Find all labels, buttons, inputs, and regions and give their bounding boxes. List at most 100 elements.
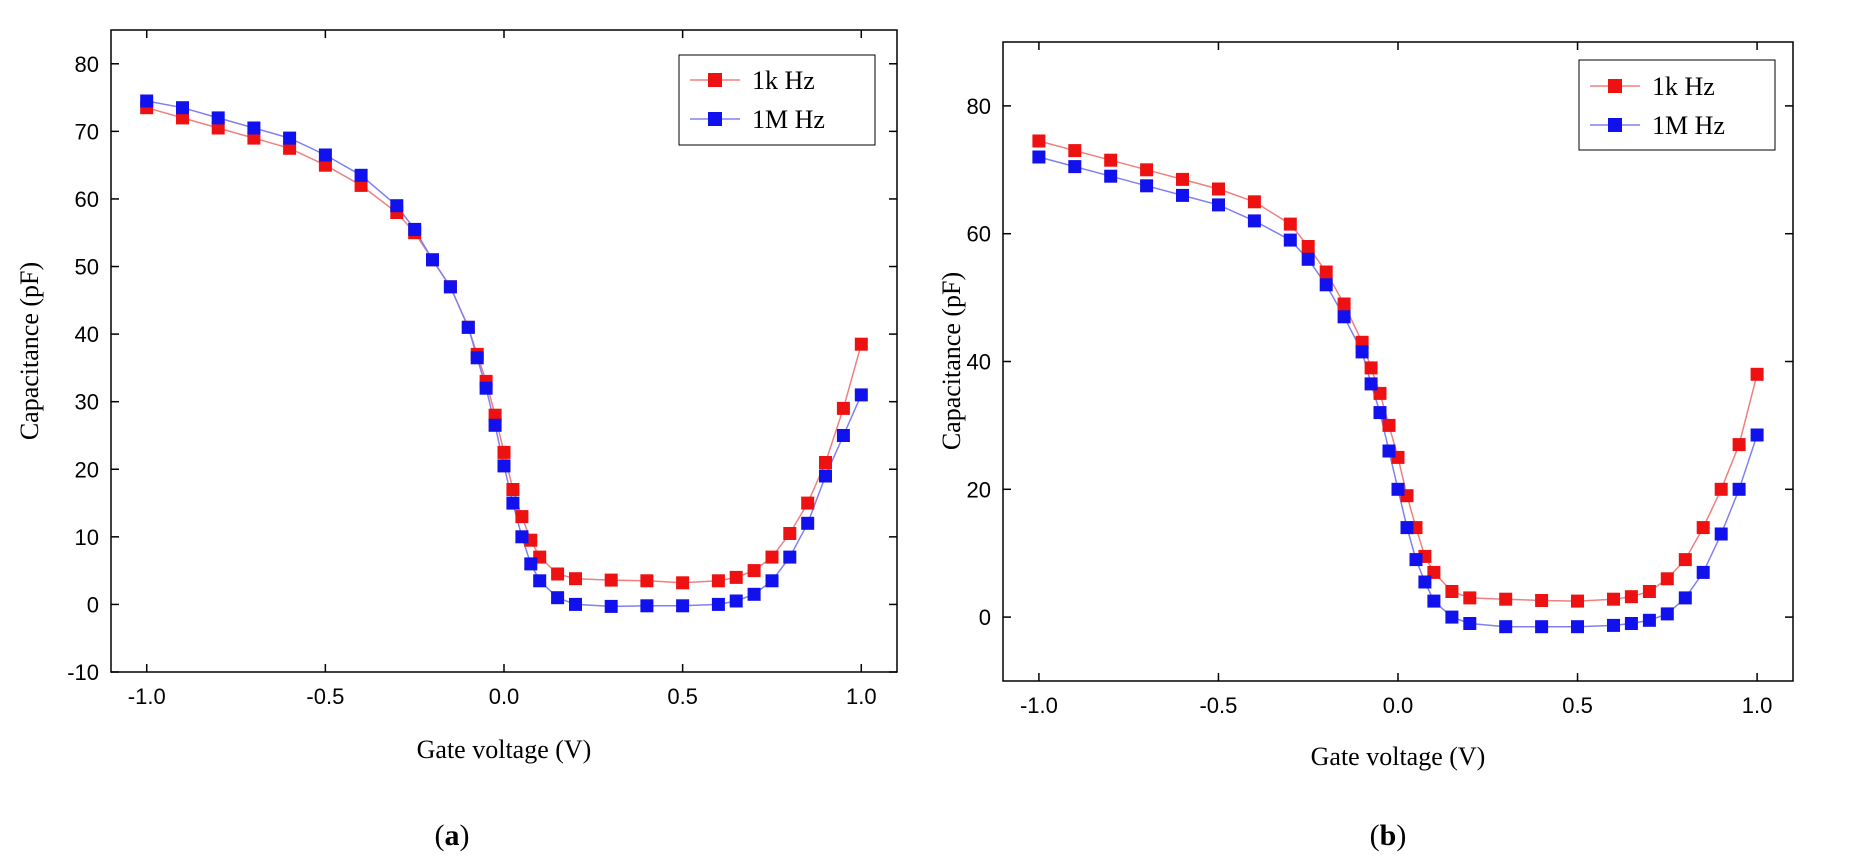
data-point	[711, 574, 725, 588]
data-point	[551, 567, 565, 581]
data-point	[1463, 591, 1477, 605]
data-point	[747, 564, 761, 578]
data-point	[819, 456, 832, 469]
legend-marker-1k	[708, 73, 722, 87]
data-point	[1642, 613, 1656, 627]
data-point	[1409, 553, 1423, 567]
data-point	[506, 483, 520, 496]
data-point	[1714, 527, 1728, 541]
data-point	[1535, 594, 1549, 607]
legend-marker-1k	[1608, 79, 1622, 93]
data-point	[1247, 195, 1261, 209]
data-point	[1382, 418, 1396, 432]
data-point	[801, 516, 815, 530]
data-point	[1750, 428, 1764, 442]
y-tick-label: 70	[75, 119, 99, 144]
data-point	[1624, 617, 1638, 630]
panel-label-open: (	[1370, 819, 1380, 852]
y-axis-title: Capacitance (pF)	[15, 262, 44, 440]
data-point	[1571, 620, 1584, 634]
y-tick-label: 50	[75, 255, 99, 280]
panel-label-close: )	[460, 819, 470, 852]
data-point	[1104, 153, 1118, 167]
data-point	[1678, 591, 1692, 605]
data-point	[1247, 214, 1261, 228]
y-tick-label: 80	[75, 52, 99, 77]
data-point	[140, 94, 154, 108]
data-point	[524, 557, 538, 571]
data-point	[176, 101, 189, 115]
data-point	[1068, 144, 1082, 158]
panel-label-letter: a	[445, 819, 460, 852]
data-point	[729, 570, 743, 584]
y-tick-label: 30	[75, 390, 99, 415]
data-point	[1499, 592, 1513, 606]
data-point	[819, 469, 832, 483]
data-point	[1607, 618, 1620, 632]
data-point	[765, 550, 779, 564]
y-tick-label: 60	[967, 222, 991, 247]
y-tick-label: 20	[967, 477, 991, 502]
data-point	[765, 574, 779, 588]
data-point	[801, 496, 815, 510]
data-point	[1463, 617, 1477, 630]
y-tick-label: 20	[75, 457, 99, 482]
y-tick-label: 60	[75, 187, 99, 212]
data-point	[1068, 160, 1082, 174]
data-point	[1364, 377, 1378, 391]
y-tick-label: 40	[75, 322, 99, 347]
data-point	[283, 141, 297, 155]
data-point	[569, 572, 582, 586]
data-point	[1750, 367, 1764, 381]
legend-marker-1M	[708, 112, 722, 126]
panel-label-b: (b)	[1370, 819, 1407, 852]
y-axis-title: Capacitance (pF)	[937, 272, 966, 450]
legend: 1k Hz 1M Hz	[678, 54, 876, 146]
data-point	[1283, 233, 1297, 247]
data-point	[479, 381, 493, 395]
x-tick-label: 0.5	[667, 684, 698, 709]
data-marks	[140, 94, 868, 613]
data-point	[354, 168, 368, 182]
data-point	[711, 597, 725, 611]
data-point	[1319, 278, 1333, 292]
data-point	[1176, 188, 1189, 202]
data-point	[1140, 179, 1154, 193]
data-point	[1445, 585, 1459, 598]
data-point	[247, 121, 261, 135]
data-point	[640, 574, 654, 588]
x-axis-title: Gate voltage (V)	[1311, 742, 1486, 771]
x-tick-label: -0.5	[1199, 693, 1237, 718]
legend-label-1M: 1M Hz	[1652, 111, 1725, 140]
data-point	[443, 280, 457, 294]
data-point	[1400, 521, 1414, 535]
data-point	[1176, 172, 1189, 186]
data-point	[747, 587, 761, 601]
data-point	[783, 527, 797, 540]
legend-marker-1M	[1608, 118, 1622, 132]
data-point	[1732, 482, 1746, 496]
data-point	[1337, 297, 1351, 311]
data-point	[1301, 240, 1315, 253]
data-point	[1499, 620, 1513, 634]
x-tick-label: -1.0	[1020, 693, 1058, 718]
axis-ticks: -1.0 -0.5 0.0 0.5 1.0 -10 0 10 20 30 40 50 60 70 80	[67, 30, 897, 709]
data-point	[1337, 310, 1351, 324]
data-point	[488, 408, 502, 422]
data-point	[354, 178, 368, 192]
data-point	[1391, 482, 1405, 496]
data-point	[1660, 572, 1674, 586]
data-point	[1624, 590, 1638, 604]
data-point	[836, 401, 850, 415]
data-point	[676, 599, 690, 613]
data-point	[836, 429, 850, 442]
data-point	[1571, 594, 1584, 608]
data-point	[461, 320, 475, 334]
data-point	[1696, 565, 1710, 579]
x-axis-title: Gate voltage (V)	[417, 735, 592, 764]
data-point	[1678, 553, 1692, 567]
data-point	[854, 337, 868, 351]
chart-panel-b: -1.0 -0.5 0.0 0.5 1.0 0 20 40 60 80 Gate voltage …	[937, 41, 1794, 852]
data-point	[1607, 592, 1620, 606]
